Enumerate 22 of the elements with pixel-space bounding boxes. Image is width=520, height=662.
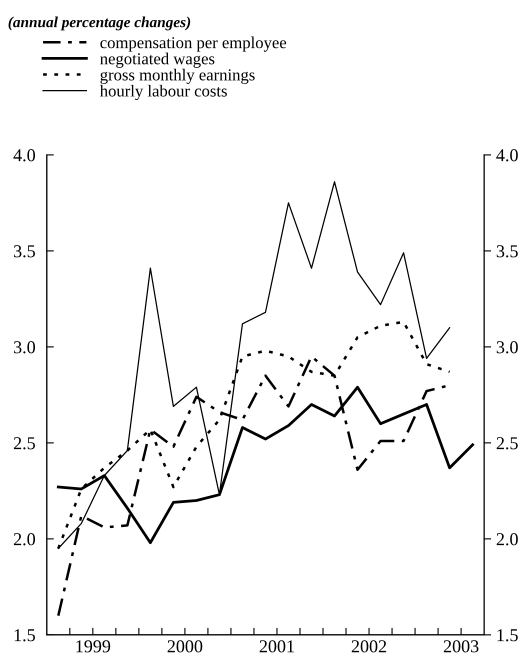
y-tick-label: 1.5	[14, 629, 35, 642]
y-tick-label: 4.0	[13, 149, 35, 162]
legend-label: gross monthly earnings	[100, 68, 255, 84]
y2-tick-label: 1.5	[498, 629, 518, 642]
y-tick-label: 3.0	[14, 341, 35, 354]
y-tick-label: 2.5	[14, 437, 35, 450]
legend-label: compensation per employee	[100, 36, 286, 52]
chart-subtitle: (annual percentage changes)	[8, 16, 190, 30]
x-tick-label: 2002	[352, 640, 386, 652]
y2-tick-label: 3.0	[496, 341, 518, 354]
legend-label: hourly labour costs	[100, 84, 227, 100]
x-tick-label: 2003	[444, 640, 478, 652]
y2-tick-label: 4.0	[496, 149, 518, 162]
y-tick-label: 3.5	[14, 245, 35, 258]
legend-label: negotiated wages	[100, 52, 214, 68]
y2-tick-label: 2.0	[496, 533, 518, 546]
y-tick-label: 2.0	[14, 533, 35, 546]
y2-tick-label: 3.5	[496, 245, 518, 258]
x-tick-label: 2001	[260, 640, 294, 652]
y2-tick-label: 2.5	[496, 437, 518, 450]
x-tick-label: 1999	[76, 640, 110, 652]
x-tick-label: 2000	[168, 640, 202, 652]
